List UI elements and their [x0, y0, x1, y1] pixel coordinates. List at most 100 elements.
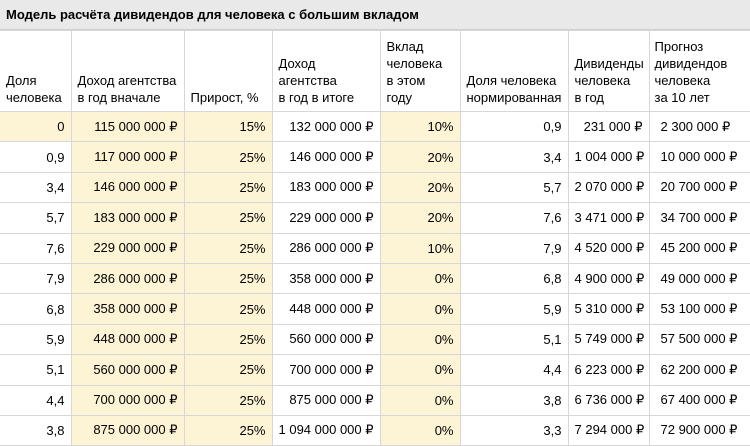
- header-col-dividends-year[interactable]: Дивиденды человека в год: [567, 30, 650, 112]
- cell-col-contribution[interactable]: 0%: [379, 293, 461, 325]
- cell-col-income-end[interactable]: 1 094 000 000 ₽: [271, 414, 381, 446]
- cell-col-contribution[interactable]: 20%: [379, 202, 461, 234]
- header-col-income-end[interactable]: Доход агентства в год в итоге: [271, 30, 381, 112]
- cell-col-contribution[interactable]: 20%: [379, 171, 461, 204]
- cell-col-forecast-10y[interactable]: 57 500 000 ₽: [648, 323, 750, 356]
- cell-col-share[interactable]: 4,4: [0, 384, 72, 416]
- cell-col-growth[interactable]: 25%: [183, 323, 273, 356]
- cell-col-share[interactable]: 6,8: [0, 293, 72, 325]
- header-line: в год в итоге: [278, 90, 355, 105]
- header-line: Прогноз: [654, 39, 704, 54]
- cell-col-forecast-10y[interactable]: 45 200 000 ₽: [648, 232, 750, 264]
- cell-col-income-start[interactable]: 229 000 000 ₽: [70, 232, 185, 264]
- cell-col-income-end[interactable]: 875 000 000 ₽: [271, 384, 381, 416]
- cell-col-forecast-10y[interactable]: 62 200 000 ₽: [648, 354, 750, 386]
- cell-col-forecast-10y[interactable]: 49 000 000 ₽: [648, 262, 750, 295]
- cell-col-forecast-10y[interactable]: 20 700 000 ₽: [648, 171, 750, 204]
- cell-col-income-start[interactable]: 700 000 000 ₽: [70, 384, 185, 416]
- cell-col-income-start[interactable]: 560 000 000 ₽: [70, 354, 185, 386]
- cell-col-share[interactable]: 7,9: [0, 262, 72, 295]
- cell-col-share[interactable]: 5,9: [0, 323, 72, 356]
- cell-col-share[interactable]: 7,6: [0, 232, 72, 264]
- cell-col-contribution[interactable]: 0%: [379, 262, 461, 295]
- header-col-contribution[interactable]: Вклад человека в этом году: [379, 30, 461, 112]
- cell-col-dividends-year[interactable]: 6 223 000 ₽: [567, 354, 650, 386]
- cell-col-dividends-year[interactable]: 4 520 000 ₽: [567, 232, 650, 264]
- cell-col-income-start[interactable]: 117 000 000 ₽: [70, 141, 185, 173]
- cell-col-share-normalized[interactable]: 7,6: [459, 202, 569, 234]
- cell-col-share-normalized[interactable]: 3,4: [459, 141, 569, 173]
- cell-col-share[interactable]: 5,7: [0, 202, 72, 234]
- cell-col-income-end[interactable]: 448 000 000 ₽: [271, 293, 381, 325]
- cell-col-share-normalized[interactable]: 5,9: [459, 293, 569, 325]
- header-col-growth[interactable]: Прирост, %: [183, 30, 273, 112]
- cell-col-dividends-year[interactable]: 3 471 000 ₽: [567, 202, 650, 234]
- cell-col-contribution[interactable]: 20%: [379, 141, 461, 173]
- cell-col-contribution[interactable]: 0%: [379, 323, 461, 356]
- cell-col-share-normalized[interactable]: 0,9: [459, 110, 569, 143]
- cell-col-growth[interactable]: 15%: [183, 110, 273, 143]
- header-col-income-start[interactable]: Доход агентства в год вначале: [70, 30, 185, 112]
- cell-col-share[interactable]: 3,8: [0, 414, 72, 446]
- cell-col-share[interactable]: 0: [0, 110, 72, 143]
- cell-col-contribution[interactable]: 0%: [379, 354, 461, 386]
- cell-col-income-start[interactable]: 183 000 000 ₽: [70, 202, 185, 234]
- cell-col-growth[interactable]: 25%: [183, 171, 273, 204]
- cell-col-forecast-10y[interactable]: 2 300 000 ₽: [648, 110, 750, 143]
- cell-col-share-normalized[interactable]: 6,8: [459, 262, 569, 295]
- cell-col-income-end[interactable]: 286 000 000 ₽: [271, 232, 381, 264]
- cell-col-contribution[interactable]: 10%: [379, 232, 461, 264]
- table-title: Модель расчёта дивидендов для человека с…: [0, 0, 750, 30]
- cell-col-income-start[interactable]: 146 000 000 ₽: [70, 171, 185, 204]
- cell-col-share-normalized[interactable]: 5,1: [459, 323, 569, 356]
- cell-col-share-normalized[interactable]: 5,7: [459, 171, 569, 204]
- cell-col-share-normalized[interactable]: 4,4: [459, 354, 569, 386]
- cell-col-share-normalized[interactable]: 3,8: [459, 384, 569, 416]
- header-line: Доля: [6, 73, 37, 88]
- cell-col-income-start[interactable]: 115 000 000 ₽: [70, 110, 185, 143]
- cell-col-contribution[interactable]: 10%: [379, 110, 461, 143]
- cell-col-share-normalized[interactable]: 7,9: [459, 232, 569, 264]
- cell-col-growth[interactable]: 25%: [183, 262, 273, 295]
- cell-col-growth[interactable]: 25%: [183, 232, 273, 264]
- cell-col-income-end[interactable]: 560 000 000 ₽: [271, 323, 381, 356]
- cell-col-growth[interactable]: 25%: [183, 202, 273, 234]
- cell-col-growth[interactable]: 25%: [183, 354, 273, 386]
- cell-col-income-start[interactable]: 358 000 000 ₽: [70, 293, 185, 325]
- cell-col-growth[interactable]: 25%: [183, 293, 273, 325]
- cell-col-dividends-year[interactable]: 4 900 000 ₽: [567, 262, 650, 295]
- cell-col-growth[interactable]: 25%: [183, 384, 273, 416]
- cell-col-income-start[interactable]: 448 000 000 ₽: [70, 323, 185, 356]
- cell-col-dividends-year[interactable]: 5 749 000 ₽: [567, 323, 650, 356]
- cell-col-share[interactable]: 3,4: [0, 171, 72, 204]
- cell-col-income-end[interactable]: 183 000 000 ₽: [271, 171, 381, 204]
- cell-col-growth[interactable]: 25%: [183, 414, 273, 446]
- header-col-share[interactable]: Доля человека: [0, 30, 72, 112]
- cell-col-forecast-10y[interactable]: 53 100 000 ₽: [648, 293, 750, 325]
- cell-col-growth[interactable]: 25%: [183, 141, 273, 173]
- cell-col-share-normalized[interactable]: 3,3: [459, 414, 569, 446]
- cell-col-forecast-10y[interactable]: 67 400 000 ₽: [648, 384, 750, 416]
- cell-col-income-end[interactable]: 146 000 000 ₽: [271, 141, 381, 173]
- cell-col-income-end[interactable]: 358 000 000 ₽: [271, 262, 381, 295]
- cell-col-dividends-year[interactable]: 5 310 000 ₽: [567, 293, 650, 325]
- cell-col-contribution[interactable]: 0%: [379, 384, 461, 416]
- header-col-share-normalized[interactable]: Доля человека нормированная: [459, 30, 569, 112]
- cell-col-dividends-year[interactable]: 7 294 000 ₽: [567, 414, 650, 446]
- cell-col-income-start[interactable]: 875 000 000 ₽: [70, 414, 185, 446]
- cell-col-dividends-year[interactable]: 6 736 000 ₽: [567, 384, 650, 416]
- cell-col-income-end[interactable]: 700 000 000 ₽: [271, 354, 381, 386]
- cell-col-forecast-10y[interactable]: 72 900 000 ₽: [648, 414, 750, 446]
- cell-col-income-end[interactable]: 229 000 000 ₽: [271, 202, 381, 234]
- cell-col-forecast-10y[interactable]: 10 000 000 ₽: [648, 141, 750, 173]
- cell-col-forecast-10y[interactable]: 34 700 000 ₽: [648, 202, 750, 234]
- header-col-forecast-10y[interactable]: Прогноз дивидендов человека за 10 лет: [648, 30, 750, 112]
- cell-col-income-start[interactable]: 286 000 000 ₽: [70, 262, 185, 295]
- cell-col-income-end[interactable]: 132 000 000 ₽: [271, 110, 381, 143]
- cell-col-dividends-year[interactable]: 231 000 ₽: [567, 110, 650, 143]
- cell-col-contribution[interactable]: 0%: [379, 414, 461, 446]
- cell-col-share[interactable]: 5,1: [0, 354, 72, 386]
- cell-col-dividends-year[interactable]: 1 004 000 ₽: [567, 141, 650, 173]
- cell-col-share[interactable]: 0,9: [0, 141, 72, 173]
- cell-col-dividends-year[interactable]: 2 070 000 ₽: [567, 171, 650, 204]
